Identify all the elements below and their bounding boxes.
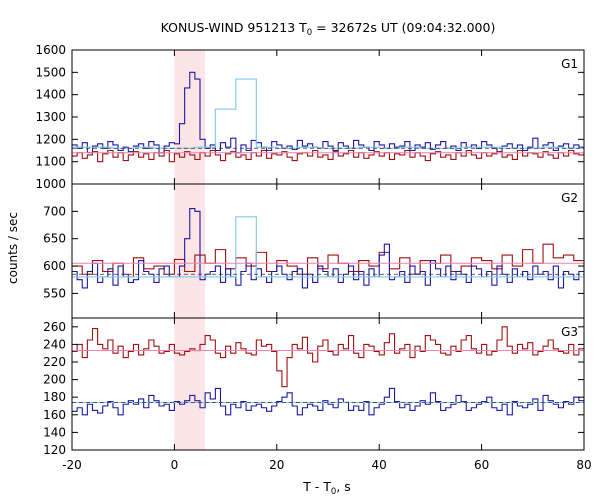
- y-tick-label-G2: 650: [43, 232, 66, 246]
- y-tick-label-G1: 1200: [35, 132, 66, 146]
- y-tick-label-G1: 1600: [35, 43, 66, 57]
- panel-G1-frame: [71, 49, 585, 185]
- y-tick-label-G1: 1400: [35, 88, 66, 102]
- y-tick-label-G3: 120: [43, 443, 66, 457]
- y-tick-label-G2: 600: [43, 259, 66, 273]
- y-tick-label-G3: 220: [43, 355, 66, 369]
- series-G1-blue: [72, 71, 584, 154]
- panel-G2-plot: [72, 208, 584, 289]
- panel-G2-frame: [71, 183, 585, 319]
- x-tick-label: 20: [269, 458, 284, 472]
- y-tick-label-G2: 550: [43, 286, 66, 300]
- chart-title: KONUS-WIND 951213 T0 = 32672s UT (09:04:…: [161, 20, 496, 38]
- y-tick-label-G1: 1000: [35, 177, 66, 191]
- panel-label-G3: G3: [561, 325, 578, 339]
- series-G3-blue: [72, 387, 584, 416]
- series-G1-red: [72, 149, 584, 163]
- y-tick-label-G2: 700: [43, 204, 66, 218]
- x-tick-label: 80: [576, 458, 591, 472]
- x-tick-label: 60: [474, 458, 489, 472]
- x-tick-label: -20: [62, 458, 82, 472]
- y-tick-label-G3: 140: [43, 425, 66, 439]
- y-tick-label-G3: 240: [43, 337, 66, 351]
- panel-G3-plot: [72, 326, 584, 416]
- y-tick-label-G3: 160: [43, 408, 66, 422]
- panel-G1-plot: [72, 71, 584, 163]
- x-axis-label: T - T0, s: [302, 479, 351, 497]
- x-tick-label: 40: [372, 458, 387, 472]
- panel-label-G1: G1: [561, 57, 578, 71]
- y-tick-label-G1: 1100: [35, 155, 66, 169]
- panel-label-G2: G2: [561, 191, 578, 205]
- y-tick-label-G1: 1300: [35, 110, 66, 124]
- panel-G3-frame: [71, 317, 585, 451]
- y-tick-label-G3: 200: [43, 373, 66, 387]
- series-G3-red: [72, 326, 584, 388]
- series-G1-lightblue: [72, 78, 584, 149]
- y-tick-label-G3: 180: [43, 390, 66, 404]
- series-G2-blue: [72, 208, 584, 289]
- series-G2-lightblue: [72, 216, 584, 278]
- x-tick-label: 0: [171, 458, 179, 472]
- y-tick-label-G1: 1500: [35, 65, 66, 79]
- y-axis-label: counts / sec: [6, 212, 20, 284]
- y-tick-label-G3: 260: [43, 320, 66, 334]
